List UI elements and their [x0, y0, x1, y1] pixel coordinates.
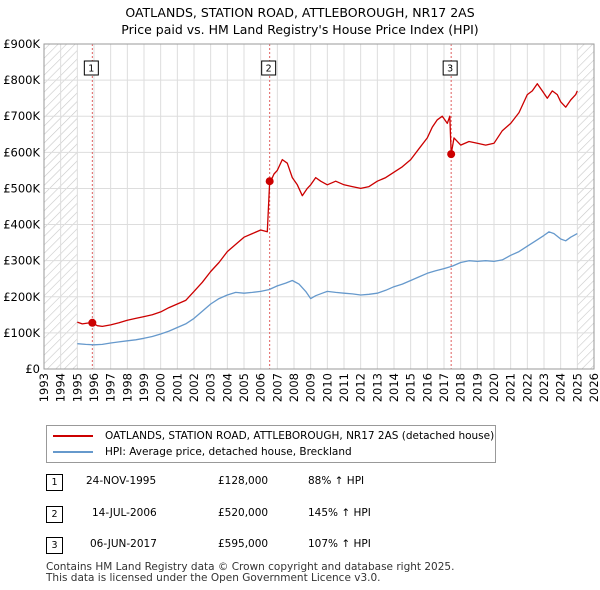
property-price-line: [77, 83, 578, 328]
chart-title-line2: Price paid vs. HM Land Registry's House …: [121, 22, 479, 37]
x-tick-label: 1994: [54, 373, 68, 402]
transaction-date: 14-JUL-2006: [92, 507, 157, 519]
x-tick-label: 2025: [570, 373, 584, 402]
sale-marker-label: 1: [88, 64, 94, 75]
plot-area: [44, 44, 594, 369]
chart-title: OATLANDS, STATION ROAD, ATTLEBOROUGH, NR…: [0, 4, 600, 38]
x-tick-label: 1999: [137, 373, 151, 402]
x-tick-label: 1998: [120, 373, 134, 402]
legend-label-hpi: HPI: Average price, detached house, Brec…: [105, 446, 352, 458]
x-tick-label: 2021: [504, 373, 518, 402]
y-tick-label: £800K: [3, 73, 40, 87]
y-tick-label: £700K: [3, 109, 40, 123]
y-tick-label: £200K: [3, 290, 40, 304]
footer-line2: This data is licensed under the Open Gov…: [46, 572, 381, 584]
legend-swatch-hpi: [53, 451, 93, 453]
x-tick-label: 2010: [320, 373, 334, 402]
legend-swatch-property: [53, 435, 93, 437]
x-tick-label: 2011: [337, 373, 351, 402]
plot-border: [43, 43, 595, 370]
sale-point: [447, 150, 456, 159]
x-tick-label: 2009: [304, 373, 318, 402]
transaction-number: 1: [46, 474, 63, 491]
transaction-date: 24-NOV-1995: [86, 475, 157, 487]
chart-title-line1: OATLANDS, STATION ROAD, ATTLEBOROUGH, NR…: [125, 5, 475, 20]
legend: OATLANDS, STATION ROAD, ATTLEBOROUGH, NR…: [46, 425, 496, 463]
x-tick-label: 2016: [420, 373, 434, 402]
transaction-number: 3: [46, 537, 63, 554]
hpi-line: [77, 231, 578, 346]
x-tick-label: 2026: [587, 373, 600, 402]
x-tick-label: 2003: [204, 373, 218, 402]
x-tick-label: 2006: [254, 373, 268, 402]
y-tick-label: £400K: [3, 218, 40, 232]
sale-marker-box: [83, 60, 99, 76]
transaction-hpi: 88% ↑ HPI: [308, 475, 365, 487]
transaction-hpi: 107% ↑ HPI: [308, 538, 371, 550]
transaction-number: 2: [46, 506, 63, 523]
x-tick-label: 2019: [470, 373, 484, 402]
x-tick-label: 2017: [437, 373, 451, 402]
x-tick-label: 2023: [537, 373, 551, 402]
x-tick-label: 1996: [87, 373, 101, 402]
y-tick-label: £600K: [3, 145, 40, 159]
x-tick-label: 2012: [354, 373, 368, 402]
hatched-region: [577, 44, 594, 369]
x-tick-label: 2015: [404, 373, 418, 402]
sale-marker-label: 2: [266, 64, 272, 75]
sale-point: [88, 318, 97, 327]
transaction-price: £595,000: [218, 538, 269, 550]
y-tick-label: £500K: [3, 181, 40, 195]
price-chart: 1 2 3 £0 £100K £200K £300K £400K £500K £600K £700…: [3, 37, 600, 402]
legend-label-property: OATLANDS, STATION ROAD, ATTLEBOROUGH, NR…: [105, 430, 495, 442]
x-tick-label: 2004: [220, 373, 234, 402]
transaction-hpi: 145% ↑ HPI: [308, 507, 371, 519]
transaction-date: 06-JUN-2017: [90, 538, 157, 550]
y-tick-label: £300K: [3, 254, 40, 268]
x-tick-label: 2007: [270, 373, 284, 402]
x-tick-label: 2008: [287, 373, 301, 402]
y-tick-label: £900K: [3, 37, 40, 51]
x-tick-label: 2014: [387, 373, 401, 402]
x-tick-label: 2005: [237, 373, 251, 402]
y-tick-label: £100K: [3, 326, 40, 340]
y-tick-label: £0: [25, 362, 40, 376]
x-tick-label: 1993: [37, 373, 51, 402]
x-tick-label: 2013: [370, 373, 384, 402]
x-tick-label: 2018: [454, 373, 468, 402]
x-tick-label: 2020: [487, 373, 501, 402]
sale-marker-box: [442, 60, 458, 76]
x-tick-label: 2001: [170, 373, 184, 402]
sale-marker-label: 3: [447, 64, 453, 75]
x-tick-label: 2002: [187, 373, 201, 402]
x-tick-label: 1995: [70, 373, 84, 402]
transaction-price: £128,000: [218, 475, 269, 487]
sale-marker-box: [261, 60, 277, 76]
sale-point: [265, 177, 274, 186]
x-tick-label: 2000: [154, 373, 168, 402]
transaction-price: £520,000: [218, 507, 269, 519]
x-tick-label: 2024: [554, 373, 568, 402]
footer-line1: Contains HM Land Registry data © Crown c…: [46, 561, 455, 573]
footer: Contains HM Land Registry data © Crown c…: [46, 562, 454, 584]
x-tick-label: 1997: [104, 373, 118, 402]
x-tick-label: 2022: [520, 373, 534, 402]
